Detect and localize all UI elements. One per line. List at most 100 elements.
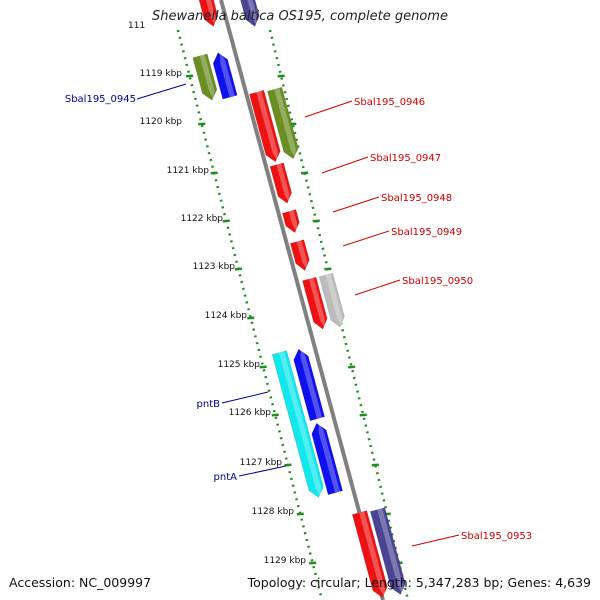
gene-arrow-sbal195-0947 [269,162,292,204]
gene-arrow-sbal195-0948-body [282,209,300,234]
gene-arrow-pntb-b [293,348,325,422]
right-ruler-tick [347,365,356,369]
gene-arrow-sbal195-0950 [302,276,328,330]
leader-sbal195-0946 [304,100,353,118]
leader-sbal195-0949 [342,230,390,247]
gene-arrow-sbal195-0945-body [192,53,218,101]
gene-label-sbal195-0945[interactable]: Sbal195_0945 [65,94,136,105]
gene-arrow-partial-slate [239,0,260,27]
gene-label-sbal195-0947[interactable]: Sbal195_0947 [370,153,441,164]
gene-arrow-sbal195-0950-b-shine [325,273,343,327]
gene-arrow-pntb-b-body [293,348,325,422]
gene-arrow-sbal195-0949-shine [296,240,307,270]
kbp-label: 1122 kbp [181,214,224,224]
kbp-label: 1129 kbp [264,556,307,566]
gene-arrow-sbal195-0945-shine [199,54,215,100]
gene-arrow-sbal195-0953-b-shine [377,508,403,594]
gene-arrow-sbal195-0946-b-shine [274,87,296,159]
kbp-label: 1123 kbp [193,262,236,272]
genome-title: Shewanella baltica OS195, complete genom… [152,9,448,24]
gene-arrow-partial-red [197,0,219,27]
gene-label-sbal195-0948[interactable]: Sbal195_0948 [381,193,452,204]
gene-arrow-sbal195-0947-body [269,162,292,204]
kbp-label: 1128 kbp [252,507,295,517]
gene-arrow-sbal195-0946-b-body [267,86,299,160]
gene-arrow-sbal195-0949-body [289,239,310,271]
right-ruler-tick [301,171,309,175]
kbp-label: 1119 kbp [140,69,183,79]
leader-sbal195-0948 [332,196,380,213]
gene-label-pnta[interactable]: pntA [214,472,238,483]
gene-arrow-sbal195-0947-shine [276,163,290,203]
right-ruler-tick [371,463,379,467]
gene-arrow-pntb [271,350,324,498]
tick-layer [176,29,410,600]
left-ruler-tick [234,267,242,271]
gene-arrow-sbal195-0945 [192,53,218,101]
leader-pnta [238,465,287,477]
gene-arrow-sbal195-0948-shine [288,210,297,233]
gene-arrow-partial-slate-shine [246,0,257,26]
left-ruler-tick [284,463,292,467]
gene-arrow-sbal195-0949 [289,239,310,271]
gene-arrow-partial-red-body [197,0,219,27]
right-ruler-tick [324,267,332,271]
leader-sbal195-0950 [354,279,401,296]
gene-arrow-sbal195-0953-b-body [369,507,406,595]
gene-label-sbal195-0949[interactable]: Sbal195_0949 [391,227,462,238]
kbp-label: 1124 kbp [205,311,248,321]
gene-arrow-partial-red-shine [204,0,216,26]
gene-arrow-sbal195-0953 [351,510,388,598]
left-ruler-tick [259,365,267,369]
label-layer: 111 1119 kbp 1120 kbp 1121 kbp 1122 kbp … [65,21,532,566]
gene-arrow-pntb-b-shine [300,348,323,419]
gene-arrow-pnta-shine [318,422,341,493]
leader-pntb [221,391,269,404]
gene-arrow-sbal195-0945-b-shine [219,52,235,98]
gene-arrow-pnta-body [311,422,343,496]
gene-arrow-pnta [311,422,343,496]
gene-arrow-sbal195-0953-b [369,507,406,595]
kbp-label-clipped: 111 [128,21,145,31]
gene-arrow-sbal195-0945-b-body [212,52,238,100]
gene-arrow-sbal195-0950-b-body [318,272,345,328]
left-ruler-tick [222,219,230,223]
gene-arrow-partial-slate-body [239,0,260,27]
gene-arrow-sbal195-0946-b [267,86,299,160]
gene-arrow-sbal195-0950-shine [308,277,325,329]
left-ruler-tick [296,512,304,516]
gene-label-sbal195-0950[interactable]: Sbal195_0950 [402,276,473,287]
backbone-layer [219,0,385,600]
right-ruler-tick [312,219,320,223]
leader-sbal195-0945 [136,83,187,100]
left-ruler-tick [309,561,317,565]
leader-sbal195-0947 [321,156,369,174]
gene-arrow-sbal195-0953-shine [359,511,385,597]
feature-layer [192,0,406,598]
accession-text: Accession: NC_009997 [9,575,152,590]
gene-arrow-sbal195-0953-body [351,510,388,598]
gene-arrow-pntb-body [271,350,324,498]
kbp-label: 1125 kbp [218,360,261,370]
left-ruler-tick [271,413,279,417]
gene-label-sbal195-0953[interactable]: Sbal195_0953 [461,531,532,542]
gene-arrow-sbal195-0950-b [318,272,345,328]
leader-sbal195-0953 [411,534,460,547]
gene-arrow-sbal195-0946 [249,89,281,163]
gene-label-sbal195-0946[interactable]: Sbal195_0946 [354,97,425,108]
genome-backbone [219,0,385,600]
left-ruler-tick [247,316,255,320]
left-ruler-tick [210,171,218,175]
right-ruler-tick [277,74,285,78]
left-ruler-tick [198,122,206,126]
gene-label-pntb[interactable]: pntB [197,399,221,410]
gene-arrow-sbal195-0945-b [212,52,238,100]
kbp-label: 1126 kbp [229,408,272,418]
right-ruler-tick [359,413,367,417]
gene-arrow-sbal195-0948 [282,209,300,234]
kbp-label: 1127 kbp [240,458,283,468]
leader-layer [136,83,460,547]
gene-arrow-sbal195-0946-body [249,89,281,163]
kbp-label: 1120 kbp [140,117,183,127]
